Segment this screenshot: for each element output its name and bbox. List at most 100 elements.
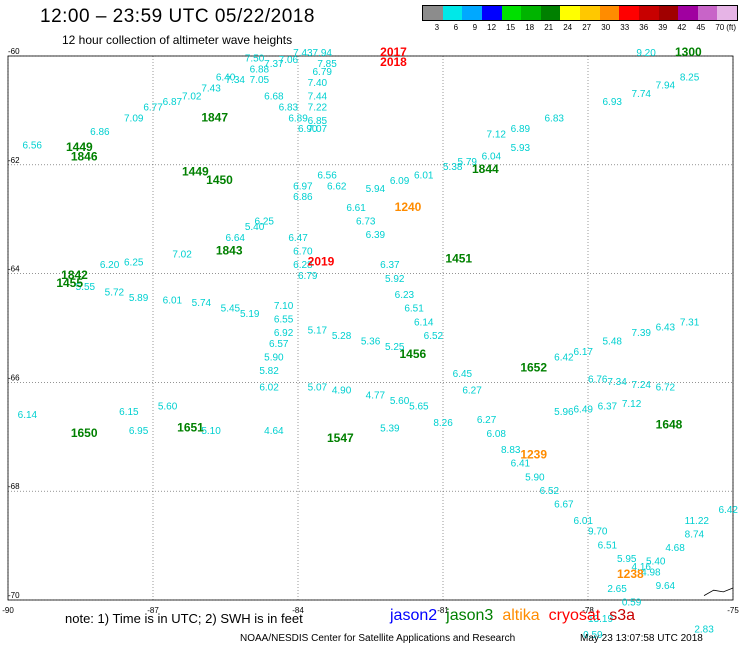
swh-label: 6.09	[390, 176, 410, 187]
lat-tick-label: -60	[8, 47, 20, 56]
swh-label: 5.60	[390, 396, 410, 407]
swh-label: 5.48	[603, 336, 623, 347]
swh-label: 5.38	[443, 162, 463, 173]
swh-label: 7.37	[264, 59, 284, 70]
swh-label: 5.65	[409, 402, 429, 413]
swh-label: 6.41	[511, 459, 531, 470]
swh-label: 6.43	[656, 323, 676, 334]
swh-label: 6.17	[574, 347, 594, 358]
swh-label: 7.43	[293, 48, 313, 59]
swh-label: 6.97	[293, 181, 313, 192]
satellite-legend-jason3: jason3	[446, 607, 494, 624]
satellite-legend-cryosat: cryosat	[548, 607, 601, 624]
swh-label: 6.79	[298, 271, 318, 282]
swh-label: 6.14	[18, 410, 38, 421]
swh-label: 5.40	[646, 557, 666, 568]
swh-label: 6.47	[288, 233, 308, 244]
swh-label: 6.87	[163, 97, 183, 108]
swh-label: 5.25	[385, 342, 405, 353]
swh-label: 6.20	[100, 260, 120, 271]
swh-label: 5.17	[308, 325, 328, 336]
time-label: 1651	[177, 420, 204, 434]
colorbar-label: 21	[544, 23, 554, 32]
swh-label: 6.01	[163, 296, 183, 307]
colorbar-swatch	[481, 6, 502, 20]
time-label: 1240	[395, 200, 422, 214]
swh-label: 7.02	[182, 92, 202, 103]
colorbar-swatch	[599, 6, 620, 20]
colorbar-label: 36	[639, 23, 649, 32]
swh-label: 4.16	[632, 562, 652, 573]
swh-label: 6.86	[90, 127, 110, 138]
swh-label: 5.60	[158, 402, 178, 413]
swh-label: 5.89	[129, 293, 149, 304]
swh-label: 6.42	[554, 353, 574, 364]
swh-label: 7.12	[487, 130, 507, 141]
swh-label: 5.74	[192, 298, 212, 309]
swh-label: 6.45	[453, 369, 473, 380]
swh-label: 7.22	[308, 102, 328, 113]
colorbar-label: 70	[715, 23, 725, 32]
swh-label: 6.02	[259, 383, 279, 394]
swh-label: 9.64	[656, 581, 676, 592]
lon-tick-label: -75	[727, 606, 739, 615]
swh-label: 5.40	[245, 222, 265, 233]
colorbar-swatch	[560, 6, 580, 20]
swh-label: 6.08	[487, 429, 507, 440]
swh-label: 5.45	[221, 304, 241, 315]
swh-label: 7.07	[308, 124, 328, 135]
swh-label: 8.83	[501, 445, 521, 456]
colorbar-swatches	[422, 5, 738, 21]
swh-label: 5.95	[617, 554, 637, 565]
swh-label: 7.94	[313, 48, 333, 59]
swh-label: 5.39	[380, 423, 400, 434]
swh-label: 7.43	[201, 83, 221, 94]
swh-label: 6.52	[424, 331, 444, 342]
time-label: 1455	[56, 276, 83, 290]
swh-label: 6.27	[477, 415, 497, 426]
colorbar-swatch	[423, 6, 443, 20]
swh-label: 6.77	[143, 102, 163, 113]
time-label: 2018	[380, 55, 407, 69]
swh-label: 6.67	[554, 500, 574, 511]
swh-label: 6.92	[274, 328, 294, 339]
swh-label: 5.96	[554, 407, 574, 418]
colorbar-swatch	[717, 6, 737, 20]
colorbar-swatch	[501, 6, 522, 20]
colorbar-swatch	[521, 6, 541, 20]
time-label: 1844	[472, 162, 499, 176]
time-label: 2019	[308, 254, 335, 268]
colorbar-label: 39	[658, 23, 668, 32]
footer-timestamp: May 23 13:07:58 UTC 2018	[580, 633, 703, 644]
swh-label: 7.94	[656, 81, 676, 92]
swh-label: 6.83	[545, 113, 565, 124]
time-label: 1451	[445, 252, 472, 266]
satellite-legend: jason2 jason3 altika cryosat s3a	[390, 607, 644, 625]
swh-label: 7.50	[245, 53, 265, 64]
swh-label: 5.82	[259, 366, 279, 377]
swh-label: 6.61	[346, 203, 366, 214]
time-label: 1648	[656, 418, 683, 432]
time-label: 1450	[206, 173, 233, 187]
colorbar-swatch	[619, 6, 639, 20]
swh-label: 6.15	[119, 407, 139, 418]
swh-label: 6.14	[414, 317, 434, 328]
swh-label: 7.44	[308, 92, 328, 103]
map-frame	[7, 55, 734, 601]
swh-label: 7.05	[250, 75, 270, 86]
swh-label: 4.90	[332, 385, 352, 396]
swh-label: 7.40	[308, 78, 328, 89]
swh-label: 6.37	[598, 402, 618, 413]
lon-tick-label: -87	[147, 606, 159, 615]
swh-label: 9.20	[636, 48, 656, 59]
swh-label: 6.40	[216, 72, 236, 83]
swh-label: 5.94	[366, 184, 386, 195]
swh-label: 6.01	[574, 516, 594, 527]
lat-tick-label: -62	[8, 156, 20, 165]
swh-label: 6.56	[23, 140, 43, 151]
lon-tick-label: -84	[292, 606, 304, 615]
time-label: 1239	[520, 448, 547, 462]
swh-label: 6.89	[511, 124, 531, 135]
colorbar-swatch	[697, 6, 718, 20]
